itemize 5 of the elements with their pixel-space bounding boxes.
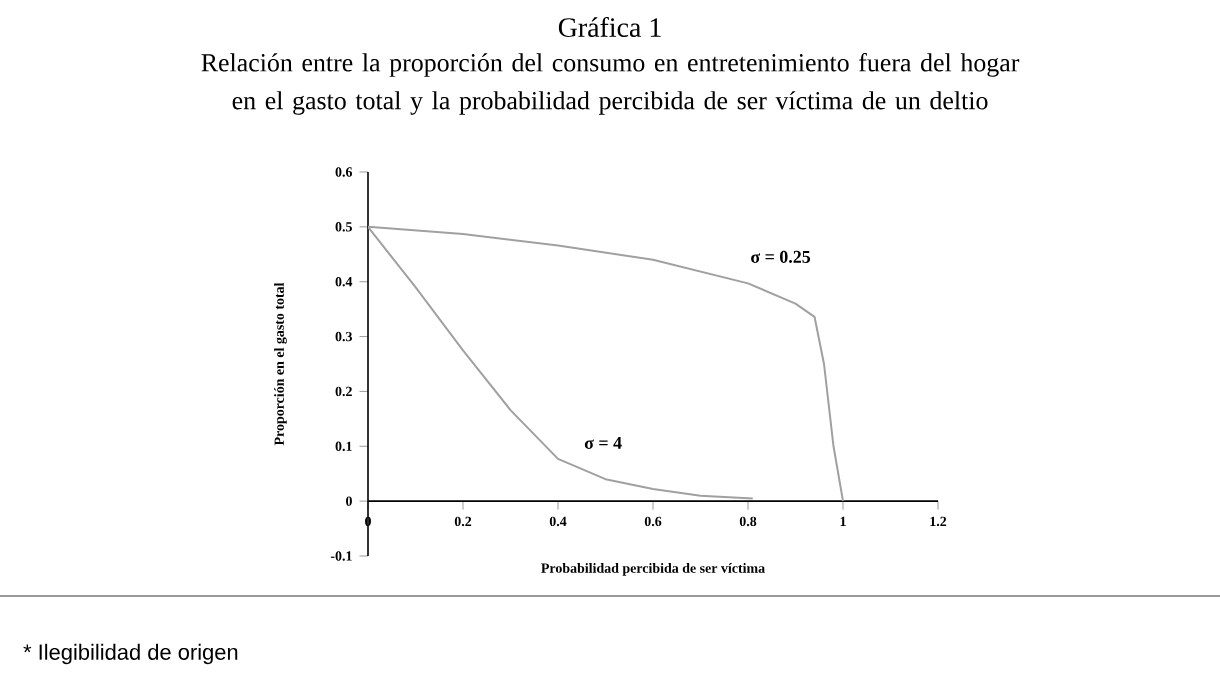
annotation: σ = 0.25 xyxy=(751,250,811,263)
chart-title: Gráfica 1 xyxy=(558,17,661,37)
annotation: σ = 4 xyxy=(584,436,622,449)
chart-subtitle: Relación entre la proporción del consumo en entretenimiento fuera del hogar en el gasto total y la probabilidad percibida de ser víctima de un deltio xyxy=(201,53,1020,115)
text: * Ilegibilidad de origen xyxy=(23,643,238,665)
